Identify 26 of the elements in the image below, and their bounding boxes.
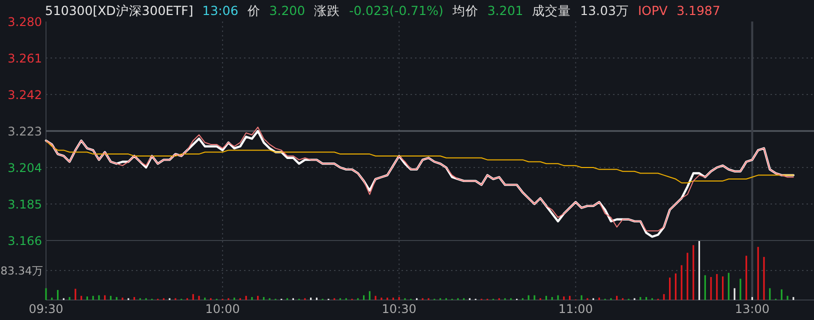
x-tick-label: 10:00 — [205, 302, 240, 316]
x-tick-label: 11:00 — [558, 302, 593, 316]
y-tick-label: 3.280 — [8, 15, 42, 29]
y-tick-label: 3.261 — [8, 52, 42, 66]
x-tick-label: 10:30 — [382, 302, 416, 316]
x-tick-label: 13:00 — [734, 302, 770, 316]
text: 均价 — [451, 3, 478, 18]
line-series — [46, 140, 794, 184]
text: -0.023(-0.71%) — [349, 3, 444, 18]
text: 13.03万 — [580, 3, 629, 18]
ref-line-label: 83.34万 — [0, 264, 43, 278]
text: 成交量 — [532, 3, 572, 18]
text: IOPV — [638, 3, 668, 18]
text: 3.201 — [487, 3, 524, 18]
x-tick-label: 09:30 — [28, 302, 64, 316]
y-tick-label: 3.166 — [8, 234, 42, 248]
y-tick-label: 3.185 — [8, 198, 42, 212]
text: 13:06 — [202, 3, 238, 18]
y-tick-label: 3.242 — [8, 88, 42, 102]
y-tick-label: 3.223 — [8, 124, 42, 138]
text: 3.200 — [269, 3, 306, 18]
chart-title: 510300[XD沪深300ETF] — [45, 3, 194, 18]
text: 3.1987 — [676, 3, 720, 18]
text: 价 — [246, 3, 260, 18]
y-tick-label: 3.204 — [8, 161, 42, 175]
text: 涨跌 — [314, 3, 340, 18]
